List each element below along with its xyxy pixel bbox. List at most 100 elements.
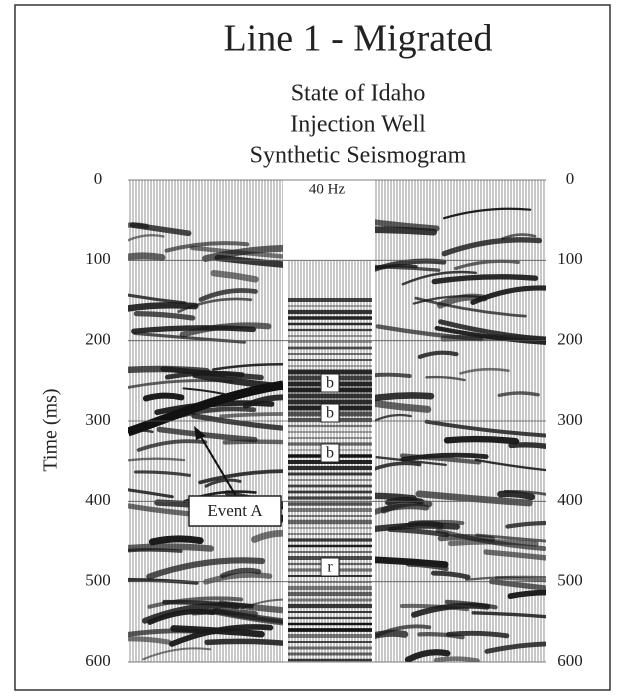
- reflection: [210, 269, 259, 283]
- y-tick-label-right: 400: [557, 490, 583, 509]
- axis-label: Time (ms): [40, 388, 62, 471]
- reflection: [375, 392, 435, 402]
- reflection: [375, 219, 440, 232]
- reflection: [375, 624, 432, 638]
- reflection: [484, 641, 546, 654]
- event-label: Event A: [207, 501, 263, 520]
- reflection: [128, 577, 199, 585]
- reflection: [433, 656, 480, 662]
- reflection: [198, 288, 258, 302]
- y-tick-label: 300: [85, 410, 111, 429]
- reflection: [128, 548, 183, 553]
- synthetic-traces: [288, 298, 372, 662]
- reflection: [142, 392, 185, 402]
- reflection: [146, 557, 266, 580]
- annotation-label: b: [326, 445, 334, 462]
- reflection: [375, 372, 412, 378]
- reflection: [471, 611, 546, 619]
- reflection: [375, 456, 447, 467]
- synthetic-label: 40 Hz: [309, 181, 346, 197]
- reflection-group: [128, 222, 283, 661]
- reflection: [483, 549, 546, 561]
- reflection: [494, 576, 546, 583]
- reflection: [375, 226, 438, 236]
- reflection: [177, 297, 253, 313]
- reflection: [242, 394, 283, 409]
- annotation: b b b r: [320, 373, 340, 577]
- reflection: [438, 319, 546, 342]
- label-box: [320, 373, 340, 393]
- reflection: [222, 439, 283, 445]
- reflection: [156, 426, 258, 443]
- label-box: [188, 495, 282, 527]
- reflection-group: [375, 207, 546, 662]
- reflection: [488, 578, 546, 591]
- reflection: [435, 528, 546, 551]
- reflection: [128, 543, 215, 552]
- reflection: [414, 296, 527, 318]
- y-tick-label: 200: [85, 330, 111, 349]
- reflection: [128, 252, 166, 262]
- reflection: [142, 647, 212, 661]
- reflection: [442, 207, 532, 220]
- y-tick-label-right: 100: [557, 249, 583, 268]
- reflection: [410, 602, 491, 618]
- reflection: [219, 412, 283, 419]
- subtitle: State of Idaho: [291, 81, 426, 107]
- reflection: [424, 419, 546, 438]
- reflection: [425, 375, 466, 382]
- reflection: [441, 237, 543, 257]
- reflection: [497, 490, 536, 501]
- y-tick-label-right: 600: [557, 651, 583, 670]
- reflection: [380, 499, 433, 514]
- reflection: [136, 439, 208, 452]
- y-tick-label-right: 0: [566, 169, 575, 188]
- reflection: [182, 387, 226, 396]
- y-tick-label: 400: [85, 490, 111, 509]
- y-tick-label-right: 200: [557, 330, 583, 349]
- reflection: [436, 293, 488, 309]
- reflection: [179, 322, 272, 338]
- reflection: [164, 241, 250, 253]
- reflection: [404, 649, 451, 662]
- reflection: [400, 452, 489, 462]
- title: Line 1 - Migrated: [223, 18, 492, 60]
- reflection: [198, 469, 283, 485]
- reflection: [211, 362, 283, 371]
- y-tick-label-right: 300: [557, 410, 583, 429]
- reflection: [128, 222, 150, 229]
- annotation-label: b: [326, 375, 334, 392]
- y-tick-label: 100: [85, 249, 111, 268]
- reflection: [501, 233, 537, 240]
- reflection: [169, 624, 274, 647]
- reflection: [475, 533, 546, 543]
- reflection: [190, 608, 258, 617]
- reflection: [505, 520, 546, 529]
- reflection: [375, 492, 417, 502]
- reflection: [191, 413, 283, 431]
- reflection: [391, 519, 465, 531]
- y-tick-label: 500: [85, 571, 111, 590]
- reflection: [204, 478, 242, 488]
- reflection: [128, 488, 174, 499]
- reflection: [417, 632, 465, 640]
- reflection: [508, 442, 546, 449]
- reflection: [220, 567, 262, 579]
- reflection: [375, 264, 418, 270]
- reflection: [217, 600, 283, 614]
- reflection: [375, 399, 432, 413]
- reflection: [134, 470, 192, 477]
- reflection: [202, 244, 283, 263]
- reflection: [497, 391, 540, 398]
- arrow: [197, 431, 237, 497]
- y-tick-label-right: 500: [557, 571, 583, 590]
- reflection: [401, 270, 477, 286]
- reflection: [133, 331, 247, 344]
- reflection: [147, 596, 244, 609]
- reflection: [459, 367, 510, 375]
- reflections: [128, 207, 546, 662]
- reflection: [128, 457, 186, 462]
- reflection: [375, 413, 412, 422]
- label-box: [320, 403, 340, 423]
- reflection: [204, 638, 283, 646]
